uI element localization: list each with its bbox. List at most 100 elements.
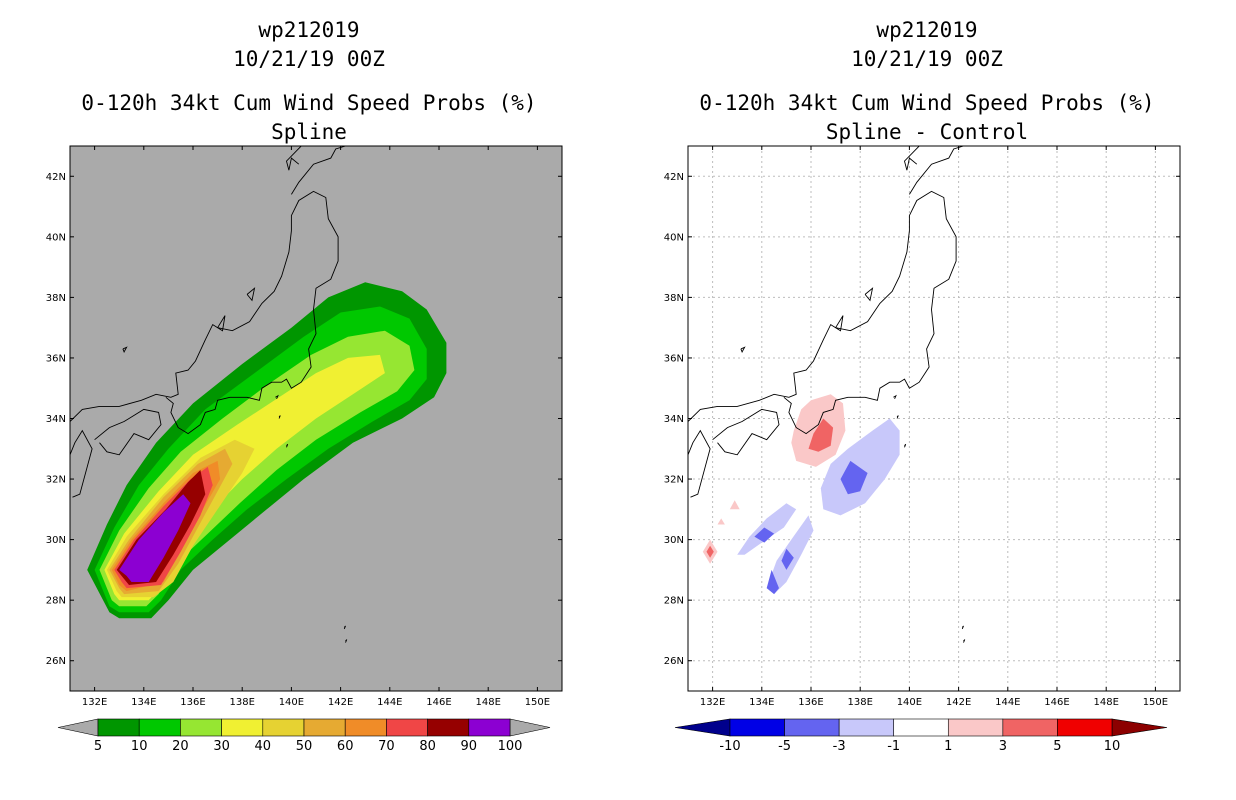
left-colorbar-swatch-4	[262, 718, 305, 737]
left-title-line-2: 10/21/19 00Z	[233, 47, 385, 71]
left-y-axis: 26N 28N 30N 32N 34N 36N 38N 40N 42N	[46, 172, 562, 667]
left-colorbar-left-triangle	[57, 718, 99, 737]
right-ytick-label-5: 36N	[664, 353, 684, 364]
left-colorbar-label-10: 100	[498, 739, 523, 754]
left-x-axis: 132E 134E 136E 138E 140E 142E 144E 146E 148E 150E	[82, 146, 550, 708]
right-coast-segment-11	[740, 346, 746, 353]
left-coast-segment-10	[345, 639, 348, 643]
right-ytick-label-8: 42N	[664, 172, 684, 183]
left-xtick-label-5: 142E	[328, 697, 353, 708]
left-coast-segment-1	[94, 408, 162, 456]
right-contour-3	[840, 460, 868, 495]
right-ytick-label-7: 40N	[664, 232, 684, 243]
left-coast-segment-5	[246, 287, 256, 302]
right-coast-segment-7	[896, 415, 899, 419]
right-colorbar-swatch-0	[729, 718, 785, 737]
right-title-line-2: 10/21/19 00Z	[851, 47, 1003, 71]
right-colorbar-swatch-5	[1002, 718, 1058, 737]
right-xtick-label-6: 144E	[995, 697, 1020, 708]
left-colorbar-swatch-6	[344, 718, 387, 737]
right-colorbar-label-4: 1	[944, 739, 952, 754]
right-ytick-label-3: 32N	[664, 475, 684, 486]
left-coast-segment-9	[343, 625, 346, 630]
right-coast-segment-3	[909, 146, 964, 195]
left-coast-segment-0	[70, 190, 339, 435]
right-title-line-4: Spline - Control	[826, 120, 1028, 144]
right-colorbar-label-7: 10	[1104, 739, 1121, 754]
left-colorbar-right-triangle	[509, 718, 551, 737]
right-colorbar-swatch-3	[893, 718, 949, 737]
left-coast-segment-3	[291, 146, 346, 195]
right-contour-8	[766, 569, 779, 595]
right-xtick-label-9: 150E	[1143, 697, 1168, 708]
right-xtick-label-4: 140E	[897, 697, 922, 708]
left-colorbar-label-5: 50	[296, 739, 313, 754]
left-coast-segment-4	[285, 146, 316, 171]
right-title-line-1: wp212019	[876, 18, 977, 42]
panel-left: wp212019 10/21/19 00Z 0-120h 34kt Cum Wi…	[46, 18, 563, 754]
right-coast-segment-8	[904, 443, 907, 448]
right-x-axis: 132E 134E 136E 138E 140E 142E 144E 146E 148E 150E	[700, 146, 1168, 708]
right-coast-segment-5	[864, 287, 874, 302]
right-colorbar-label-6: 5	[1053, 739, 1061, 754]
right-contour-1	[808, 418, 834, 452]
left-colorbar-label-0: 5	[94, 739, 102, 754]
left-ytick-label-8: 42N	[46, 172, 66, 183]
left-colorbar: 5 10 20 30 40 50 60 70 80 90 100	[57, 718, 551, 754]
left-colorbar-label-3: 30	[213, 739, 230, 754]
right-ytick-label-1: 28N	[664, 596, 684, 607]
left-colorbar-swatch-0	[97, 718, 140, 737]
left-ytick-label-2: 30N	[46, 535, 66, 546]
right-coast-segment-2	[688, 429, 711, 498]
right-contour-2	[820, 418, 900, 516]
left-colorbar-swatch-1	[138, 718, 181, 737]
left-coast-segment-6	[275, 394, 279, 399]
right-colorbar: -10 -5 -3 -1 1 3 5 10	[674, 718, 1168, 754]
right-contour-10	[706, 545, 714, 558]
left-contour-9	[119, 494, 191, 582]
right-colorbar-swatch-6	[1057, 718, 1113, 737]
left-colorbar-label-2: 20	[172, 739, 189, 754]
left-colorbar-swatch-9	[468, 718, 511, 737]
right-contour-11	[729, 500, 740, 510]
right-coast-segment-1	[712, 408, 780, 456]
left-xtick-label-0: 132E	[82, 697, 107, 708]
right-coast-segment-4	[903, 146, 934, 171]
left-colorbar-swatch-8	[427, 718, 470, 737]
panel-right: wp212019 10/21/19 00Z 0-120h 34kt Cum Wi…	[664, 18, 1181, 754]
right-xtick-label-3: 138E	[847, 697, 872, 708]
right-y-axis: 26N 28N 30N 32N 34N 36N 38N 40N 42N	[664, 172, 1180, 667]
left-colorbar-label-8: 80	[419, 739, 436, 754]
right-colorbar-label-1: -5	[778, 739, 791, 754]
right-coast-segment-6	[893, 394, 897, 399]
right-colorbar-label-5: 3	[999, 739, 1007, 754]
right-colorbar-swatch-2	[838, 718, 895, 737]
right-ytick-label-2: 30N	[664, 535, 684, 546]
right-contour-7	[781, 548, 794, 570]
left-colorbar-swatch-2	[180, 718, 222, 737]
left-contours	[87, 282, 447, 619]
left-xtick-label-1: 134E	[131, 697, 156, 708]
left-ytick-label-0: 26N	[46, 656, 66, 667]
right-colorbar-right-triangle	[1111, 718, 1168, 737]
right-colorbar-swatch-1	[784, 718, 840, 737]
left-coast-segment-2	[70, 429, 93, 498]
left-xtick-label-3: 138E	[229, 697, 254, 708]
left-title-line-4: Spline	[271, 120, 347, 144]
right-contour-5	[754, 527, 775, 543]
left-xtick-label-6: 144E	[377, 697, 402, 708]
left-xtick-label-7: 146E	[426, 697, 451, 708]
left-colorbar-label-4: 40	[255, 739, 272, 754]
left-title-line-1: wp212019	[258, 18, 359, 42]
left-xtick-label-2: 136E	[180, 697, 205, 708]
left-ytick-label-5: 36N	[46, 353, 66, 364]
left-ytick-label-1: 28N	[46, 596, 66, 607]
left-colorbar-swatch-3	[221, 718, 264, 737]
left-xtick-label-9: 150E	[525, 697, 550, 708]
right-coast-segment-9	[961, 625, 964, 630]
right-xtick-label-0: 132E	[700, 697, 725, 708]
right-coast-segment-10	[963, 639, 966, 643]
left-colorbar-label-9: 90	[461, 739, 478, 754]
left-ytick-label-6: 38N	[46, 293, 66, 304]
